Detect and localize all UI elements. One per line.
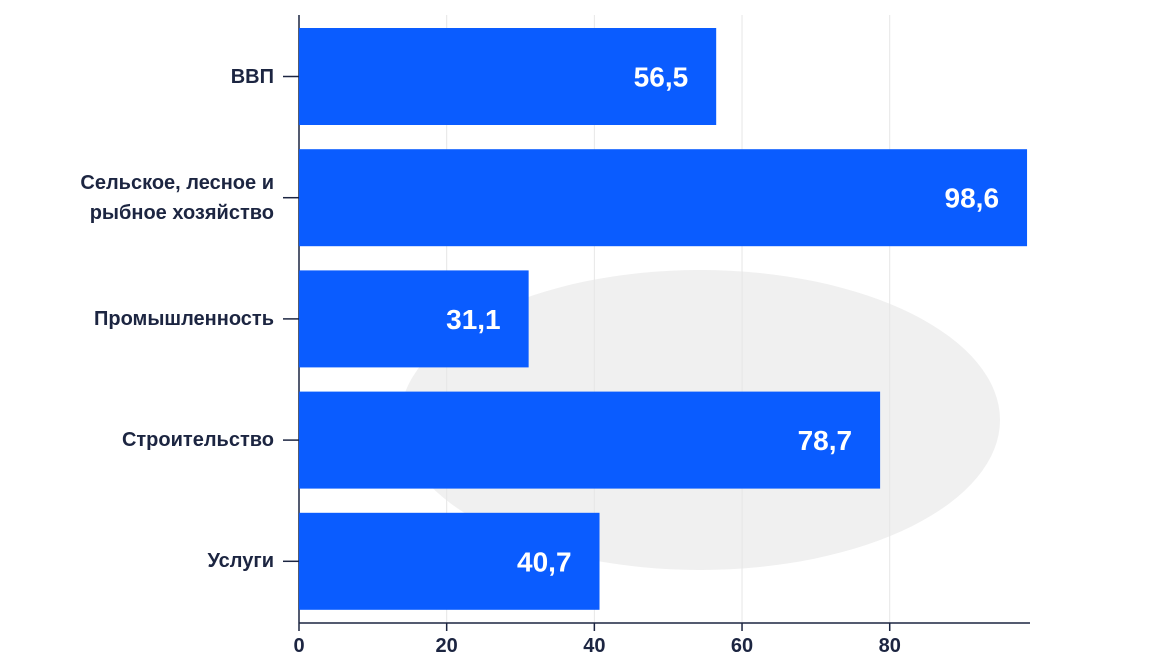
y-tick-label: ВВП bbox=[230, 65, 274, 88]
x-tick-label: 80 bbox=[879, 635, 901, 657]
bar bbox=[299, 512, 600, 610]
bar bbox=[299, 391, 881, 489]
y-tick-label: Строительство bbox=[121, 429, 274, 452]
bar bbox=[299, 28, 717, 125]
value-label: 31,1 bbox=[446, 304, 501, 335]
value-label: 56,5 bbox=[634, 62, 689, 93]
x-tick-label: 0 bbox=[293, 635, 304, 657]
x-tick-label: 20 bbox=[436, 635, 458, 657]
value-label: 98,6 bbox=[945, 183, 1000, 214]
x-tick-label: 40 bbox=[583, 635, 605, 657]
value-label: 40,7 bbox=[517, 546, 572, 577]
bar bbox=[299, 149, 1028, 247]
y-tick-label: Сельское, лесное и рыбное хозяйство bbox=[80, 171, 274, 224]
y-tick-label: Услуги bbox=[207, 550, 275, 573]
x-tick-label: 60 bbox=[731, 635, 753, 657]
bar bbox=[299, 270, 529, 368]
y-tick-label: Промышленность bbox=[94, 307, 274, 330]
value-label: 78,7 bbox=[798, 425, 853, 456]
